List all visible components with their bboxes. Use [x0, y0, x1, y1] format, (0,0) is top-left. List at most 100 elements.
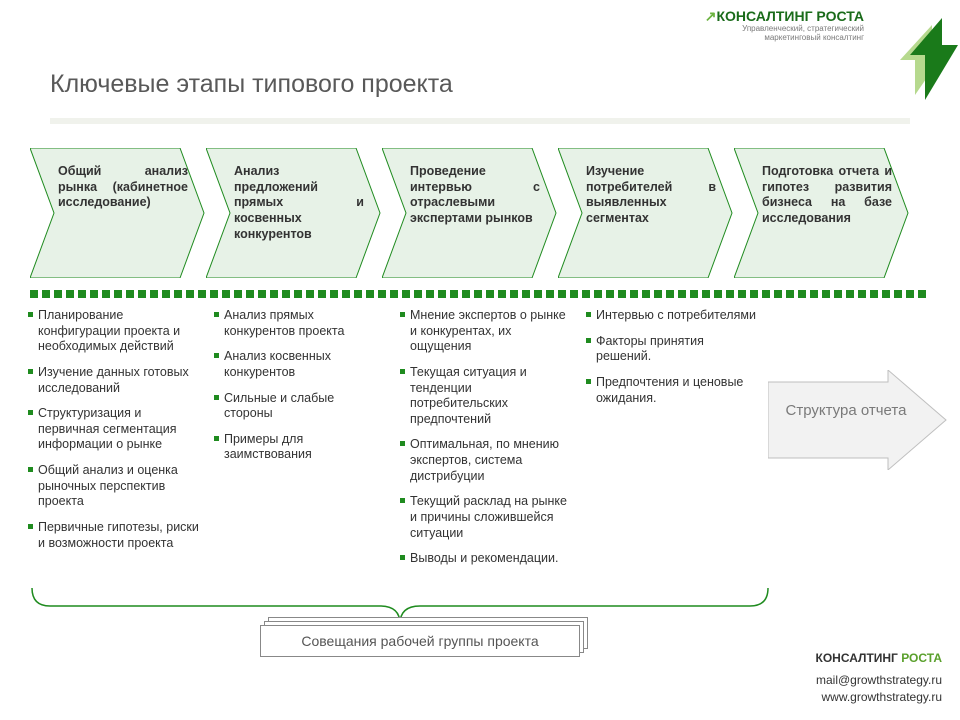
separator-dot — [798, 290, 806, 298]
separator-dot — [666, 290, 674, 298]
separator-dot — [390, 290, 398, 298]
separator-dot — [270, 290, 278, 298]
separator-dot — [318, 290, 326, 298]
chevron-label-3: Проведение интервью с отраслевыми экспер… — [410, 164, 540, 227]
separator-dot — [762, 290, 770, 298]
separator-dot — [678, 290, 686, 298]
bullet-item: Изучение данных готовых исследований — [28, 365, 200, 396]
bullet-item: Предпочтения и ценовые ожидания. — [586, 375, 758, 406]
separator-dot — [750, 290, 758, 298]
separator-dot — [42, 290, 50, 298]
separator-dot — [918, 290, 926, 298]
footer-brand-b: РОСТА — [901, 651, 942, 665]
separator-dot — [138, 290, 146, 298]
separator-dot — [294, 290, 302, 298]
logo-graphic — [880, 0, 960, 100]
meeting-box-front: Совещания рабочей группы проекта — [260, 625, 580, 657]
separator-dot — [534, 290, 542, 298]
separator-dot — [882, 290, 890, 298]
separator-dot — [522, 290, 530, 298]
separator-dot — [618, 290, 626, 298]
separator-dot — [234, 290, 242, 298]
bullet-columns: Планирование конфигурации проекта и необ… — [28, 308, 758, 577]
separator-dot — [594, 290, 602, 298]
footer: КОНСАЛТИНГ РОСТА mail@growthstrategy.ru … — [816, 650, 942, 706]
chevron-5: Подготовка отчета и гипотез развития биз… — [734, 148, 904, 278]
bullet-item: Выводы и рекомендации. — [400, 551, 572, 567]
separator-dot — [342, 290, 350, 298]
column-3: Мнение экспертов о рынке и конкурентах, … — [400, 308, 572, 577]
bullet-item: Текущая ситуация и тенденции потребитель… — [400, 365, 572, 428]
chevron-2: Анализ предложений прямых и косвенных ко… — [206, 148, 376, 278]
separator-dot — [378, 290, 386, 298]
separator-dot — [54, 290, 62, 298]
chevron-4: Изучение потребителей в выявленных сегме… — [558, 148, 728, 278]
separator-dot — [282, 290, 290, 298]
separator-dot — [330, 290, 338, 298]
brand-subtitle: Управленческий, стратегический маркетинг… — [705, 25, 864, 43]
bullet-item: Факторы принятия решений. — [586, 334, 758, 365]
footer-email: mail@growthstrategy.ru — [816, 672, 942, 689]
separator-dot — [558, 290, 566, 298]
separator-dot — [402, 290, 410, 298]
separator-dot — [150, 290, 158, 298]
separator-dot — [498, 290, 506, 298]
separator-dot — [222, 290, 230, 298]
separator-dot — [102, 290, 110, 298]
page-title: Ключевые этапы типового проекта — [50, 70, 453, 99]
separator-dot — [870, 290, 878, 298]
separator-dot — [462, 290, 470, 298]
separator-dot — [450, 290, 458, 298]
separator-dot — [90, 290, 98, 298]
footer-brand: КОНСАЛТИНГ РОСТА — [816, 650, 942, 667]
chevron-label-2: Анализ предложений прямых и косвенных ко… — [234, 164, 364, 242]
separator-dot — [438, 290, 446, 298]
separator-dot — [366, 290, 374, 298]
separator-dot — [570, 290, 578, 298]
separator-dot — [606, 290, 614, 298]
chevron-label-5: Подготовка отчета и гипотез развития биз… — [762, 164, 892, 227]
separator-dot — [738, 290, 746, 298]
brand-title-text: КОНСАЛТИНГ РОСТА — [716, 8, 864, 24]
separator-dot — [642, 290, 650, 298]
column-1: Планирование конфигурации проекта и необ… — [28, 308, 200, 577]
separator-dot — [654, 290, 662, 298]
separator-dot — [822, 290, 830, 298]
bullet-item: Интервью с потребителями — [586, 308, 758, 324]
separator-dot — [126, 290, 134, 298]
separator-dot — [174, 290, 182, 298]
separator-dot — [414, 290, 422, 298]
separator-dot — [582, 290, 590, 298]
separator-dot — [510, 290, 518, 298]
separator-dot — [354, 290, 362, 298]
separator-dot — [630, 290, 638, 298]
separator-dot — [114, 290, 122, 298]
bullet-item: Планирование конфигурации проекта и необ… — [28, 308, 200, 355]
separator-dot — [486, 290, 494, 298]
footer-brand-a: КОНСАЛТИНГ — [816, 651, 902, 665]
meeting-box: Совещания рабочей группы проекта — [260, 625, 590, 661]
separator-dot — [258, 290, 266, 298]
separator-dot — [78, 290, 86, 298]
separator-dot — [186, 290, 194, 298]
separator-dot — [774, 290, 782, 298]
separator-dot — [690, 290, 698, 298]
footer-site: www.growthstrategy.ru — [816, 689, 942, 706]
separator-dot — [198, 290, 206, 298]
separator-dot — [714, 290, 722, 298]
separator-dot — [834, 290, 842, 298]
chevron-row: Общий анализ рынка (кабинетное исследова… — [30, 148, 904, 278]
column-2: Анализ прямых конкурентов проектаАнализ … — [214, 308, 386, 577]
bullet-item: Мнение экспертов о рынке и конкурентах, … — [400, 308, 572, 355]
column-4: Интервью с потребителями Факторы принятия… — [586, 308, 758, 577]
title-rule — [50, 118, 910, 124]
separator-dot — [30, 290, 38, 298]
dotted-separator — [30, 290, 930, 298]
meeting-box-label: Совещания рабочей группы проекта — [301, 633, 538, 649]
brand-title: ↗КОНСАЛТИНГ РОСТА — [705, 8, 864, 25]
report-arrow: Структура отчета — [768, 370, 948, 470]
bullet-item: Общий анализ и оценка рыночных перспекти… — [28, 463, 200, 510]
separator-dot — [210, 290, 218, 298]
separator-dot — [426, 290, 434, 298]
separator-dot — [894, 290, 902, 298]
